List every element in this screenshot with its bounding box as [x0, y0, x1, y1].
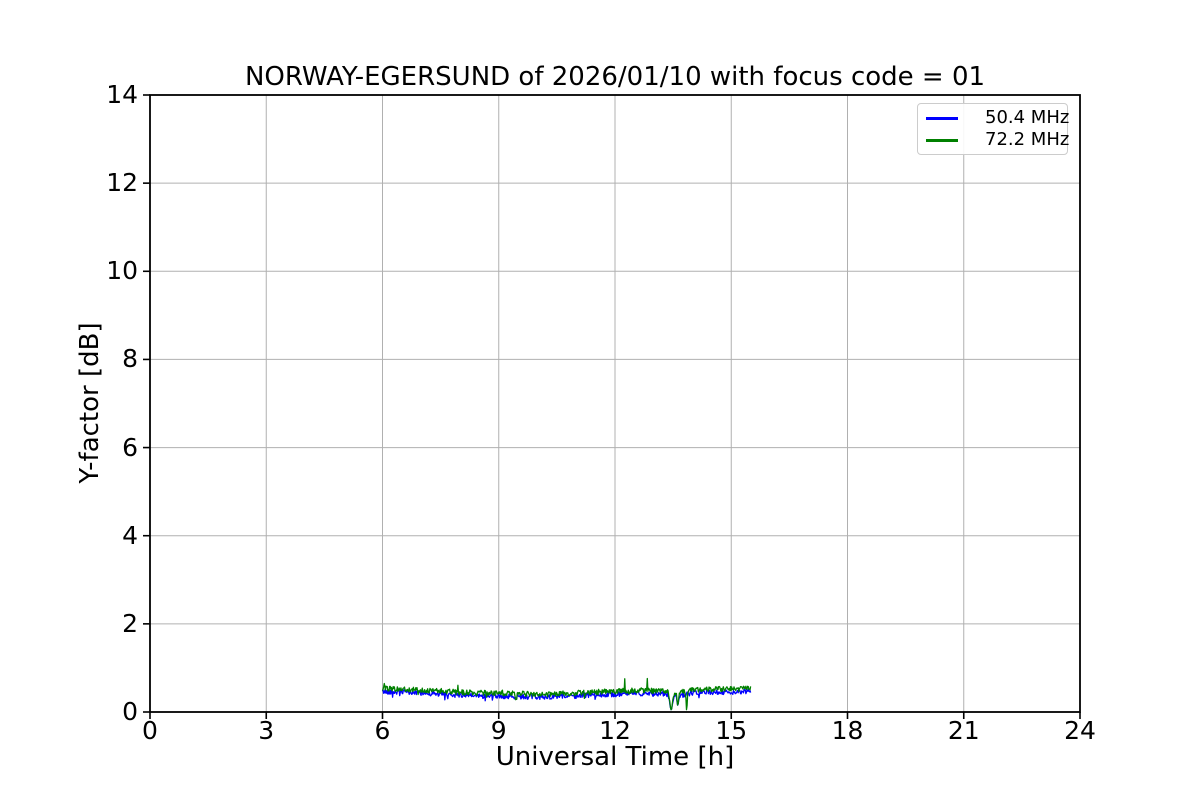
x-axis-label: Universal Time [h] — [495, 742, 735, 772]
y-axis-label: Y-factor [dB] — [75, 322, 105, 484]
legend-label: 50.4 MHz — [985, 107, 1070, 128]
y-tick-label: 14 — [106, 80, 138, 109]
x-tick-label: 9 — [490, 716, 507, 745]
legend-label: 72.2 MHz — [985, 129, 1070, 150]
x-tick-label: 12 — [599, 716, 631, 745]
x-tick-label: 21 — [947, 716, 980, 745]
x-tick-label: 0 — [142, 716, 158, 745]
legend-line-sample-icon — [926, 138, 958, 142]
x-tick-label: 24 — [1064, 716, 1096, 745]
y-tick-label: 2 — [122, 608, 138, 638]
legend-entry: 50.4 MHz — [926, 107, 1069, 129]
series-line-72-2-mhz — [381, 677, 752, 711]
x-tick-label: 15 — [715, 716, 748, 745]
y-tick-label: 6 — [122, 432, 138, 462]
y-tick-label: 0 — [122, 697, 138, 726]
x-tick-label: 18 — [831, 716, 864, 745]
x-tick-label: 6 — [374, 716, 391, 745]
chart-title: NORWAY-EGERSUND of 2026/01/10 with focus… — [244, 62, 986, 92]
y-tick-label: 10 — [106, 256, 138, 286]
legend-line-sample-icon — [926, 116, 958, 120]
y-tick-label: 8 — [122, 344, 138, 374]
legend: 50.4 MHz 72.2 MHz — [917, 103, 1069, 155]
x-tick-label: 3 — [258, 716, 275, 745]
y-tick-label: 12 — [106, 168, 138, 198]
y-tick-label: 4 — [122, 520, 138, 550]
legend-entry: 72.2 MHz — [926, 129, 1069, 151]
